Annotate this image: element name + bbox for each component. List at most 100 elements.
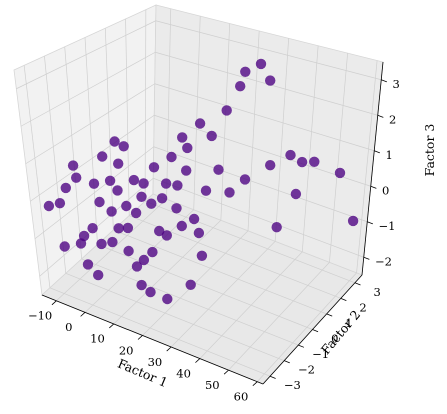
data-point (206, 130, 217, 142)
data-point (194, 118, 206, 129)
x-tick (51, 300, 57, 306)
data-point (78, 230, 90, 242)
x-grid-back (274, 38, 290, 242)
data-points (43, 58, 359, 305)
data-point (113, 158, 124, 169)
x-tick (195, 358, 201, 363)
y-grid-left (84, 37, 98, 245)
data-point (104, 175, 116, 186)
data-point (182, 142, 193, 154)
y-grid-floor (81, 258, 299, 346)
x-tick-label: 30 (148, 355, 163, 369)
y-tick-label: −1 (312, 347, 329, 361)
data-point (265, 160, 276, 171)
z-grid-left (30, 114, 155, 202)
y-grid-left (44, 56, 67, 274)
y-grid-floor (144, 200, 356, 284)
data-point (107, 236, 118, 248)
y-grid-floor (97, 244, 313, 330)
data-point (138, 178, 149, 189)
data-point (290, 188, 302, 200)
x-grid-back (329, 53, 348, 263)
data-point (176, 220, 187, 232)
data-point (177, 132, 188, 143)
data-point (121, 200, 132, 212)
data-point (240, 66, 251, 78)
z-axis-label: Factor 3 (422, 124, 437, 177)
x-grid-back (166, 8, 172, 200)
y-tick-label: 2 (359, 300, 366, 314)
x-tick (109, 323, 115, 329)
z-grid-left (25, 83, 155, 165)
x-grid-back (356, 60, 378, 273)
x-tick-label: 10 (90, 332, 105, 346)
data-point (160, 178, 172, 189)
data-point (255, 58, 267, 70)
data-point (118, 141, 129, 152)
z-tick-label: 3 (392, 77, 399, 91)
y-tick-label: −3 (284, 378, 301, 392)
x-tick-label: 0 (65, 320, 72, 334)
y-grid-floor (65, 273, 285, 361)
data-point (93, 269, 104, 281)
data-point (148, 162, 160, 173)
data-point (296, 156, 308, 168)
z-tick-label: 1 (385, 148, 392, 162)
x-grid-back (193, 16, 201, 210)
data-point (161, 230, 172, 241)
data-point (221, 105, 232, 116)
z-grid-left (20, 51, 156, 127)
data-point (87, 223, 98, 234)
data-point (82, 259, 94, 270)
x-tick (137, 335, 143, 340)
data-point (309, 156, 320, 167)
y-grid-left (64, 46, 82, 259)
x-tick (223, 369, 229, 375)
z-tick (374, 150, 380, 154)
z-tick (367, 221, 373, 225)
z-tick (377, 114, 384, 118)
data-point (96, 238, 107, 250)
data-point (97, 151, 108, 162)
z-tick-label: −2 (375, 255, 392, 269)
y-tick (298, 344, 305, 348)
data-point (188, 213, 200, 225)
z-tick (370, 185, 377, 189)
data-point (334, 167, 346, 179)
x-tick (80, 312, 86, 317)
data-point (181, 165, 192, 176)
y-grid-floor (49, 287, 271, 377)
z-grid-back (155, 20, 382, 81)
data-point (94, 196, 105, 208)
data-point (43, 200, 55, 212)
y-grid-floor (113, 229, 327, 315)
z-tick-label: −1 (378, 219, 395, 233)
x-axis-line (41, 294, 264, 385)
data-point (235, 81, 246, 92)
data-point (265, 75, 276, 86)
data-point (123, 245, 134, 257)
y-tick (269, 375, 276, 379)
data-point (147, 246, 158, 258)
data-point (113, 223, 124, 234)
y-grid-floor (129, 215, 341, 299)
data-point (271, 222, 282, 233)
y-tick (312, 329, 319, 333)
y-tick (326, 313, 333, 317)
x-tick-label: −10 (28, 309, 52, 323)
data-point (154, 225, 165, 237)
data-point (193, 227, 205, 239)
z-grid-back (153, 177, 364, 258)
y-tick (340, 297, 347, 301)
x-tick-label: 20 (119, 343, 134, 357)
axis-panes (13, 4, 384, 385)
x-tick-label: 40 (176, 366, 191, 380)
data-point (130, 207, 142, 219)
y-grid-left (23, 65, 51, 288)
z-axis-line (361, 61, 384, 276)
data-point (171, 203, 182, 214)
data-point (122, 222, 134, 234)
z-tick (363, 256, 370, 260)
data-point (285, 149, 296, 161)
